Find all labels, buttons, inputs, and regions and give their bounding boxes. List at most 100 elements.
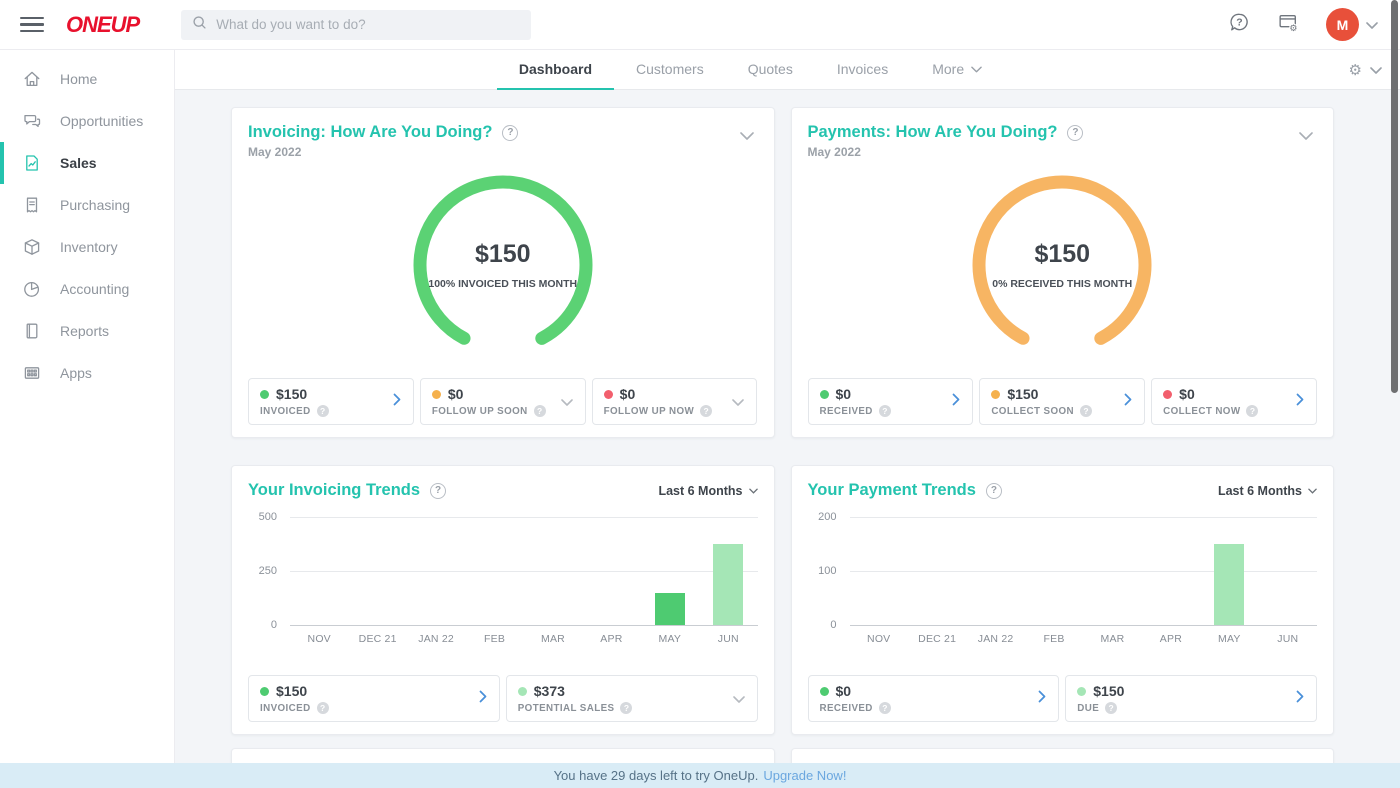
tab-invoices[interactable]: Invoices (815, 50, 910, 90)
sidebar-item-purchasing[interactable]: Purchasing (0, 184, 174, 226)
stat-box-follow-up-soon[interactable]: $0 FOLLOW UP SOON? (419, 378, 586, 425)
help-icon[interactable]: ? (1105, 702, 1118, 714)
help-icon[interactable]: ? (316, 702, 329, 714)
sidebar-item-label: Reports (60, 323, 110, 339)
upgrade-now-link[interactable]: Upgrade Now! (763, 768, 847, 783)
chevron-right-icon[interactable] (393, 393, 401, 411)
chevron-right-icon[interactable] (1124, 393, 1132, 411)
chevron-down-icon[interactable] (732, 690, 745, 708)
collapse-chevron-icon[interactable] (739, 127, 754, 145)
purchasing-icon (22, 195, 42, 215)
x-tick-label: MAR (541, 633, 565, 645)
global-search[interactable] (181, 9, 532, 40)
avatar[interactable]: M (1326, 8, 1359, 41)
tab-customers[interactable]: Customers (614, 50, 726, 90)
tab-more[interactable]: More (910, 50, 1004, 90)
help-icon[interactable]: ? (430, 482, 447, 499)
gauge-caption: 0% RECEIVED THIS MONTH (992, 278, 1133, 290)
tab-quotes[interactable]: Quotes (726, 50, 815, 90)
home-icon (22, 69, 42, 89)
help-icon[interactable]: ? (985, 482, 1002, 499)
sidebar-item-accounting[interactable]: Accounting (0, 268, 174, 310)
help-icon[interactable]: ? (1079, 405, 1092, 417)
hamburger-menu-icon[interactable] (20, 16, 44, 33)
x-tick-label: NOV (867, 633, 891, 645)
stat-box-follow-up-now[interactable]: $0 FOLLOW UP NOW? (591, 378, 758, 425)
help-icon[interactable]: ? (1067, 124, 1084, 141)
x-tick-label: DEC 21 (358, 633, 397, 645)
trend-stats-row: $0 RECEIVED? $150 DUE? (807, 675, 1317, 722)
chevron-down-icon[interactable] (732, 393, 745, 411)
chevron-right-icon[interactable] (952, 393, 960, 411)
accounting-icon (22, 279, 42, 299)
help-icon[interactable]: ? (878, 702, 891, 714)
help-icon[interactable]: ? (316, 405, 329, 417)
x-tick-label: MAY (1218, 633, 1241, 645)
stat-box-due[interactable]: $150 DUE? (1065, 675, 1317, 722)
user-menu[interactable]: M (1326, 8, 1378, 41)
stat-box-received[interactable]: $0 RECEIVED? (807, 675, 1060, 722)
help-icon[interactable]: ? (1246, 405, 1259, 417)
range-selector[interactable]: Last 6 Months (1218, 484, 1317, 498)
chevron-right-icon[interactable] (1296, 393, 1304, 411)
card-title: Your Invoicing Trends ? (248, 481, 447, 500)
gauge-value: $150 (1034, 240, 1091, 268)
sidebar-item-inventory[interactable]: Inventory (0, 226, 174, 268)
stat-label: FOLLOW UP NOW (603, 405, 695, 417)
card-subtitle: May 2022 (248, 145, 302, 159)
chevron-right-icon[interactable] (1038, 690, 1046, 708)
collapse-chevron-icon[interactable] (1299, 127, 1313, 145)
stat-label: INVOICED (260, 702, 311, 714)
help-bubble-icon[interactable]: ? (1228, 11, 1251, 39)
help-icon[interactable]: ? (700, 405, 713, 417)
search-input[interactable] (216, 17, 507, 32)
tab-bar: Dashboard Customers Quotes Invoices More ⚙ (175, 50, 1400, 90)
range-selector[interactable]: Last 6 Months (658, 484, 758, 498)
payments-gauge-card: Payments: How Are You Doing? ? May 2022 (790, 107, 1334, 438)
stat-value: $0 (619, 386, 636, 402)
x-tick-label: JAN 22 (977, 633, 1014, 645)
dashboard-settings[interactable]: ⚙ (1349, 50, 1382, 90)
sidebar-item-reports[interactable]: Reports (0, 310, 174, 352)
stat-box-invoiced[interactable]: $150 INVOICED? (248, 675, 500, 722)
chevron-down-icon[interactable] (1370, 61, 1382, 79)
help-icon[interactable]: ? (533, 405, 546, 417)
stat-box-received[interactable]: $0 RECEIVED? (807, 378, 974, 425)
sidebar-item-apps[interactable]: Apps (0, 352, 174, 394)
vertical-scrollbar[interactable] (1391, 0, 1398, 393)
y-tick-label: 250 (258, 565, 277, 577)
setup-settings-icon[interactable]: ⚙ (1277, 11, 1300, 39)
bar-jun (713, 544, 744, 625)
stat-label: FOLLOW UP SOON (431, 405, 528, 417)
invoicing-donut-gauge: $150 100% INVOICED THIS MONTH (410, 172, 596, 358)
stat-box-potential-sales[interactable]: $373 POTENTIAL SALES? (505, 675, 758, 722)
chevron-right-icon[interactable] (1296, 690, 1304, 708)
chevron-down-icon[interactable] (1366, 16, 1378, 34)
stat-box-collect-now[interactable]: $0 COLLECT NOW? (1151, 378, 1317, 425)
stat-box-invoiced[interactable]: $150 INVOICED? (248, 378, 414, 425)
stat-box-collect-soon[interactable]: $150 COLLECT SOON? (979, 378, 1146, 425)
stat-value: $150 (276, 683, 308, 699)
x-tick-label: JUN (717, 633, 739, 645)
help-icon[interactable]: ? (620, 702, 633, 714)
status-dot-icon (517, 686, 527, 696)
help-icon[interactable]: ? (502, 124, 519, 141)
invoicing-trends-chart: 500 250 0 NOV DEC 21 JAN 22 FEB MAR APR MAY JUN (248, 511, 758, 645)
x-tick-label: DEC 21 (918, 633, 957, 645)
sidebar-item-opportunities[interactable]: Opportunities (0, 100, 174, 142)
x-tick-label: MAY (658, 633, 682, 645)
gear-icon[interactable]: ⚙ (1348, 61, 1362, 79)
stat-label: DUE (1077, 702, 1100, 714)
chevron-right-icon[interactable] (479, 690, 487, 708)
status-dot-icon (603, 389, 613, 399)
sidebar-item-sales[interactable]: Sales (0, 142, 174, 184)
stat-value: $0 (835, 386, 852, 402)
tab-dashboard[interactable]: Dashboard (496, 50, 615, 90)
status-dot-icon (260, 389, 269, 399)
svg-text:?: ? (1236, 17, 1242, 28)
sidebar-item-home[interactable]: Home (0, 58, 174, 100)
help-icon[interactable]: ? (878, 405, 891, 417)
x-tick-label: APR (600, 633, 623, 645)
invoicing-gauge-card: Invoicing: How Are You Doing? ? May 2022 (231, 107, 775, 438)
chevron-down-icon[interactable] (560, 393, 573, 411)
